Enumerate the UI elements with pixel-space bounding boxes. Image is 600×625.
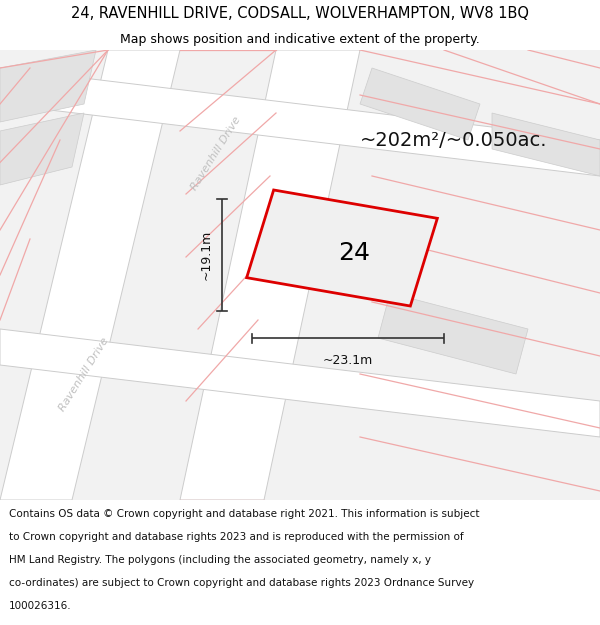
Text: ~19.1m: ~19.1m [200, 229, 213, 280]
Text: co-ordinates) are subject to Crown copyright and database rights 2023 Ordnance S: co-ordinates) are subject to Crown copyr… [9, 578, 474, 588]
Polygon shape [0, 68, 600, 176]
Text: ~23.1m: ~23.1m [323, 354, 373, 367]
Text: Ravenhill Drive: Ravenhill Drive [57, 336, 111, 412]
Polygon shape [360, 68, 480, 140]
Polygon shape [0, 113, 84, 185]
Text: 100026316.: 100026316. [9, 601, 71, 611]
Polygon shape [180, 50, 360, 500]
Text: Ravenhill Drive: Ravenhill Drive [189, 115, 243, 192]
Text: HM Land Registry. The polygons (including the associated geometry, namely x, y: HM Land Registry. The polygons (includin… [9, 555, 431, 565]
Polygon shape [0, 50, 180, 500]
Text: 24: 24 [338, 241, 370, 264]
Text: ~202m²/~0.050ac.: ~202m²/~0.050ac. [360, 131, 548, 149]
Polygon shape [378, 293, 528, 374]
Text: Map shows position and indicative extent of the property.: Map shows position and indicative extent… [120, 32, 480, 46]
Polygon shape [0, 329, 600, 437]
Text: 24, RAVENHILL DRIVE, CODSALL, WOLVERHAMPTON, WV8 1BQ: 24, RAVENHILL DRIVE, CODSALL, WOLVERHAMP… [71, 6, 529, 21]
Text: Contains OS data © Crown copyright and database right 2021. This information is : Contains OS data © Crown copyright and d… [9, 509, 479, 519]
Text: to Crown copyright and database rights 2023 and is reproduced with the permissio: to Crown copyright and database rights 2… [9, 532, 464, 542]
Polygon shape [247, 190, 437, 306]
Polygon shape [492, 113, 600, 176]
Polygon shape [0, 50, 96, 122]
